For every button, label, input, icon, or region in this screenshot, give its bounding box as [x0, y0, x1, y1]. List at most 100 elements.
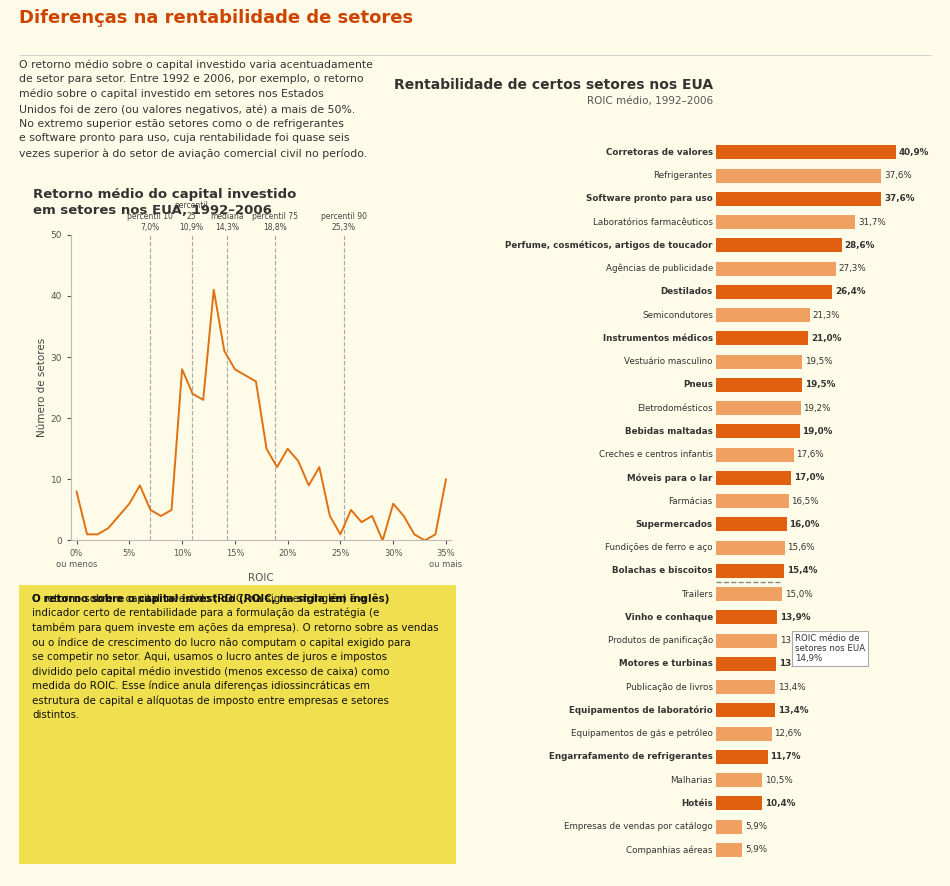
Text: O retorno sobre o capital investido (ROIC, na sigla em inglês) é o
indicador cer: O retorno sobre o capital investido (ROI…: [32, 593, 439, 720]
Bar: [716, 680, 775, 694]
Text: Semicondutores: Semicondutores: [642, 311, 712, 320]
Text: 5,9%: 5,9%: [745, 822, 767, 831]
Text: Equipamentos de laboratório: Equipamentos de laboratório: [569, 705, 712, 715]
Text: 37,6%: 37,6%: [884, 194, 915, 203]
Text: Motores e turbinas: Motores e turbinas: [619, 659, 712, 668]
Bar: [716, 773, 763, 787]
Bar: [716, 261, 836, 276]
Text: 40,9%: 40,9%: [899, 148, 929, 157]
Text: 17,6%: 17,6%: [796, 450, 824, 459]
Text: Corretoras de valores: Corretoras de valores: [606, 148, 712, 157]
Text: 16,5%: 16,5%: [791, 496, 819, 506]
Text: 10,5%: 10,5%: [765, 775, 793, 785]
Text: Produtos de panificação: Produtos de panificação: [608, 636, 712, 645]
Bar: [716, 727, 771, 741]
Text: 5,9%: 5,9%: [745, 845, 767, 854]
Text: Trailers: Trailers: [681, 589, 712, 599]
Text: Vestuário masculino: Vestuário masculino: [624, 357, 712, 366]
Bar: [716, 563, 784, 578]
Text: Supermercados: Supermercados: [636, 520, 712, 529]
Bar: [716, 424, 800, 439]
Bar: [716, 494, 788, 508]
Text: 19,0%: 19,0%: [803, 427, 833, 436]
Bar: [716, 610, 777, 625]
Bar: [716, 633, 777, 648]
Bar: [716, 377, 802, 392]
Bar: [716, 238, 842, 253]
Text: percentil 90
25,3%: percentil 90 25,3%: [320, 212, 367, 232]
Text: Perfume, cosméticos, artigos de toucador: Perfume, cosméticos, artigos de toucador: [505, 240, 712, 250]
Bar: [716, 470, 791, 485]
Text: 11,7%: 11,7%: [770, 752, 801, 761]
Text: Móveis para o lar: Móveis para o lar: [627, 473, 712, 483]
Text: 37,6%: 37,6%: [884, 171, 912, 180]
Text: 12,6%: 12,6%: [774, 729, 802, 738]
Bar: [716, 145, 896, 159]
FancyBboxPatch shape: [19, 585, 456, 864]
Text: O retorno médio sobre o capital investido varia acentuadamente
de setor para set: O retorno médio sobre o capital investid…: [19, 59, 372, 159]
Text: percentil
25
10,9%: percentil 25 10,9%: [175, 200, 208, 232]
Text: 21,0%: 21,0%: [811, 334, 842, 343]
Text: 13,4%: 13,4%: [778, 682, 806, 692]
Bar: [716, 308, 809, 322]
Text: 16,0%: 16,0%: [789, 520, 820, 529]
Text: Bebidas maltadas: Bebidas maltadas: [625, 427, 712, 436]
Text: Pneus: Pneus: [683, 380, 712, 389]
Text: Destilados: Destilados: [660, 287, 712, 296]
Text: Agências de publicidade: Agências de publicidade: [605, 264, 712, 273]
Text: 17,0%: 17,0%: [793, 473, 824, 482]
Text: 19,5%: 19,5%: [805, 357, 832, 366]
Text: percentil 10
7,0%: percentil 10 7,0%: [127, 212, 173, 232]
Text: Vinho e conhaque: Vinho e conhaque: [625, 613, 712, 622]
Text: 27,3%: 27,3%: [839, 264, 866, 273]
Text: Engarrafamento de refrigerantes: Engarrafamento de refrigerantes: [549, 752, 712, 761]
Text: 13,7%: 13,7%: [779, 659, 809, 668]
Bar: [716, 820, 742, 834]
Text: Publicação de livros: Publicação de livros: [626, 682, 712, 692]
Text: 10,4%: 10,4%: [765, 799, 795, 808]
Text: 19,2%: 19,2%: [804, 403, 830, 413]
Text: mediana
14,3%: mediana 14,3%: [211, 212, 244, 232]
Bar: [716, 401, 801, 415]
Bar: [716, 657, 776, 671]
Text: Hotéis: Hotéis: [681, 799, 712, 808]
Text: 13,8%: 13,8%: [780, 636, 808, 645]
Y-axis label: Número de setores: Número de setores: [36, 338, 47, 438]
Bar: [716, 284, 832, 299]
Text: 21,3%: 21,3%: [812, 311, 840, 320]
Text: O retorno sobre o capital investido (ROIC, na sigla em inglês): O retorno sobre o capital investido (ROI…: [32, 593, 390, 603]
Text: 28,6%: 28,6%: [845, 241, 875, 250]
Bar: [716, 517, 787, 532]
Text: Laboratórios farmacêuticos: Laboratórios farmacêuticos: [593, 218, 712, 227]
Text: 13,9%: 13,9%: [780, 613, 810, 622]
Text: Farmácias: Farmácias: [669, 496, 712, 506]
Text: Bolachas e biscoitos: Bolachas e biscoitos: [612, 566, 712, 575]
Bar: [716, 191, 882, 206]
Text: Diferenças na rentabilidade de setores: Diferenças na rentabilidade de setores: [19, 9, 413, 27]
Text: 19,5%: 19,5%: [805, 380, 835, 389]
Text: 31,7%: 31,7%: [858, 218, 885, 227]
Text: Empresas de vendas por catálogo: Empresas de vendas por catálogo: [564, 822, 712, 831]
Text: Software pronto para uso: Software pronto para uso: [586, 194, 712, 203]
Text: ROIC médio de
setores nos EUA
14,9%: ROIC médio de setores nos EUA 14,9%: [795, 633, 865, 664]
Text: 26,4%: 26,4%: [835, 287, 865, 296]
Text: Fundições de ferro e aço: Fundições de ferro e aço: [605, 543, 712, 552]
Text: Rentabilidade de certos setores nos EUA: Rentabilidade de certos setores nos EUA: [393, 78, 712, 92]
Text: 15,0%: 15,0%: [785, 589, 812, 599]
Text: 15,4%: 15,4%: [787, 566, 817, 575]
Text: Refrigerantes: Refrigerantes: [654, 171, 712, 180]
Bar: [716, 703, 775, 718]
Bar: [716, 540, 785, 555]
Text: ROIC médio, 1992–2006: ROIC médio, 1992–2006: [587, 97, 712, 106]
Text: Creches e centros infantis: Creches e centros infantis: [598, 450, 712, 459]
Bar: [716, 215, 855, 229]
Bar: [716, 447, 793, 462]
Bar: [716, 843, 742, 857]
Text: 15,6%: 15,6%: [788, 543, 815, 552]
Text: Instrumentos médicos: Instrumentos médicos: [602, 334, 712, 343]
X-axis label: ROIC: ROIC: [248, 573, 275, 583]
Bar: [716, 750, 768, 764]
Text: Equipamentos de gás e petróleo: Equipamentos de gás e petróleo: [571, 729, 712, 738]
Bar: [716, 354, 802, 369]
Bar: [716, 797, 762, 811]
